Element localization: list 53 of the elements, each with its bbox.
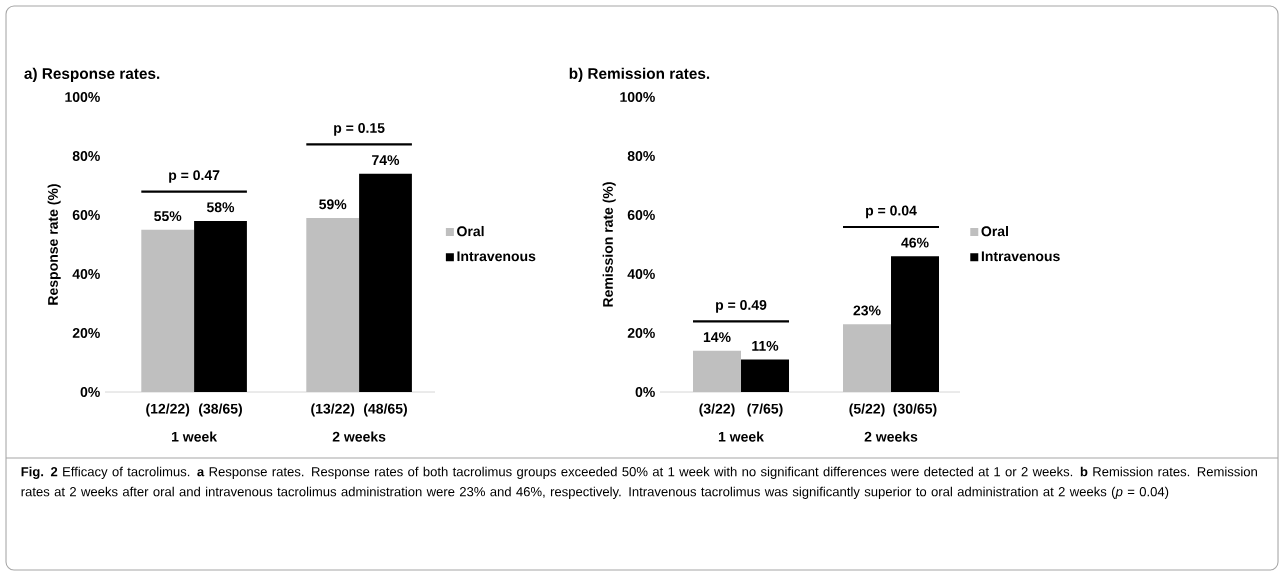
y-axis-title: Remission rate (%) bbox=[602, 182, 616, 307]
bar bbox=[194, 220, 247, 392]
text: (30/65) bbox=[893, 403, 937, 417]
chart-title: a) Response rates. bbox=[24, 67, 160, 83]
y-tick-label: 100% bbox=[620, 92, 655, 102]
bar bbox=[693, 350, 742, 392]
legend-label: Intravenous bbox=[457, 251, 536, 262]
chart-title: b) Remission rates. bbox=[569, 67, 710, 83]
legend-label: Oral bbox=[457, 225, 484, 237]
text: (3/22) bbox=[699, 403, 735, 417]
bar bbox=[741, 359, 790, 392]
text: (7/65) bbox=[747, 403, 783, 417]
x-tick-label: 2 weeks bbox=[864, 431, 918, 442]
y-tick-label: 0% bbox=[635, 387, 655, 397]
bar bbox=[843, 324, 892, 392]
data-label: 46% bbox=[901, 237, 929, 248]
y-tick-label: 60% bbox=[72, 210, 100, 220]
bar bbox=[141, 229, 195, 392]
x-tick-label: 1 week bbox=[718, 431, 764, 442]
data-label: 59% bbox=[319, 199, 347, 210]
y-tick-label: 40% bbox=[627, 269, 655, 279]
y-tick-label: 20% bbox=[627, 328, 655, 338]
annotation: p = 0.47 bbox=[169, 170, 220, 183]
bar bbox=[891, 256, 940, 392]
data-label: 23% bbox=[853, 305, 881, 316]
annotation: p = 0.04 bbox=[866, 205, 917, 219]
y-tick-label: 100% bbox=[65, 92, 100, 102]
y-tick-label: 20% bbox=[72, 328, 100, 338]
y-tick-label: 0% bbox=[80, 387, 100, 397]
text: (13/22) bbox=[311, 403, 355, 417]
bar bbox=[359, 173, 412, 392]
y-axis-title: Response rate (%) bbox=[47, 184, 61, 305]
text: (38/65) bbox=[199, 403, 242, 417]
legend-label: Intravenous bbox=[981, 251, 1060, 262]
text: (48/65) bbox=[364, 403, 407, 417]
x-tick-label: 1 week bbox=[172, 431, 218, 442]
text: Fig. 2 Efficacy of tacrolimus. a Response rates. Response rates of both tacrolimus groups exceeded 50% at 1 week with no significant differences were detected at 1 or 2 weeks. b Remission rates. Remission rates at 2 weeks after oral and intravenous tacrolimus administration were 23% and 46%, respectively. Intravenous tacrolimus was significantly superior to oral administration at 2 weeks (p = 0.04) bbox=[21, 466, 1257, 499]
data-label: 74% bbox=[372, 155, 400, 165]
x-tick-label: 2 weeks bbox=[332, 431, 386, 442]
text: (5/22) bbox=[849, 403, 885, 417]
data-label: 11% bbox=[752, 341, 779, 351]
y-tick-label: 80% bbox=[627, 151, 655, 161]
annotation: p = 0.15 bbox=[334, 122, 385, 136]
data-label: 55% bbox=[154, 211, 182, 222]
annotation: p = 0.49 bbox=[716, 299, 767, 313]
data-label: 14% bbox=[703, 332, 731, 342]
y-tick-label: 80% bbox=[72, 151, 100, 161]
legend-label: Oral bbox=[981, 225, 1008, 237]
data-label: 58% bbox=[206, 202, 235, 213]
bar bbox=[306, 217, 360, 392]
y-tick-label: 40% bbox=[72, 269, 100, 279]
text: (12/22) bbox=[146, 403, 190, 417]
y-tick-label: 60% bbox=[627, 210, 655, 220]
